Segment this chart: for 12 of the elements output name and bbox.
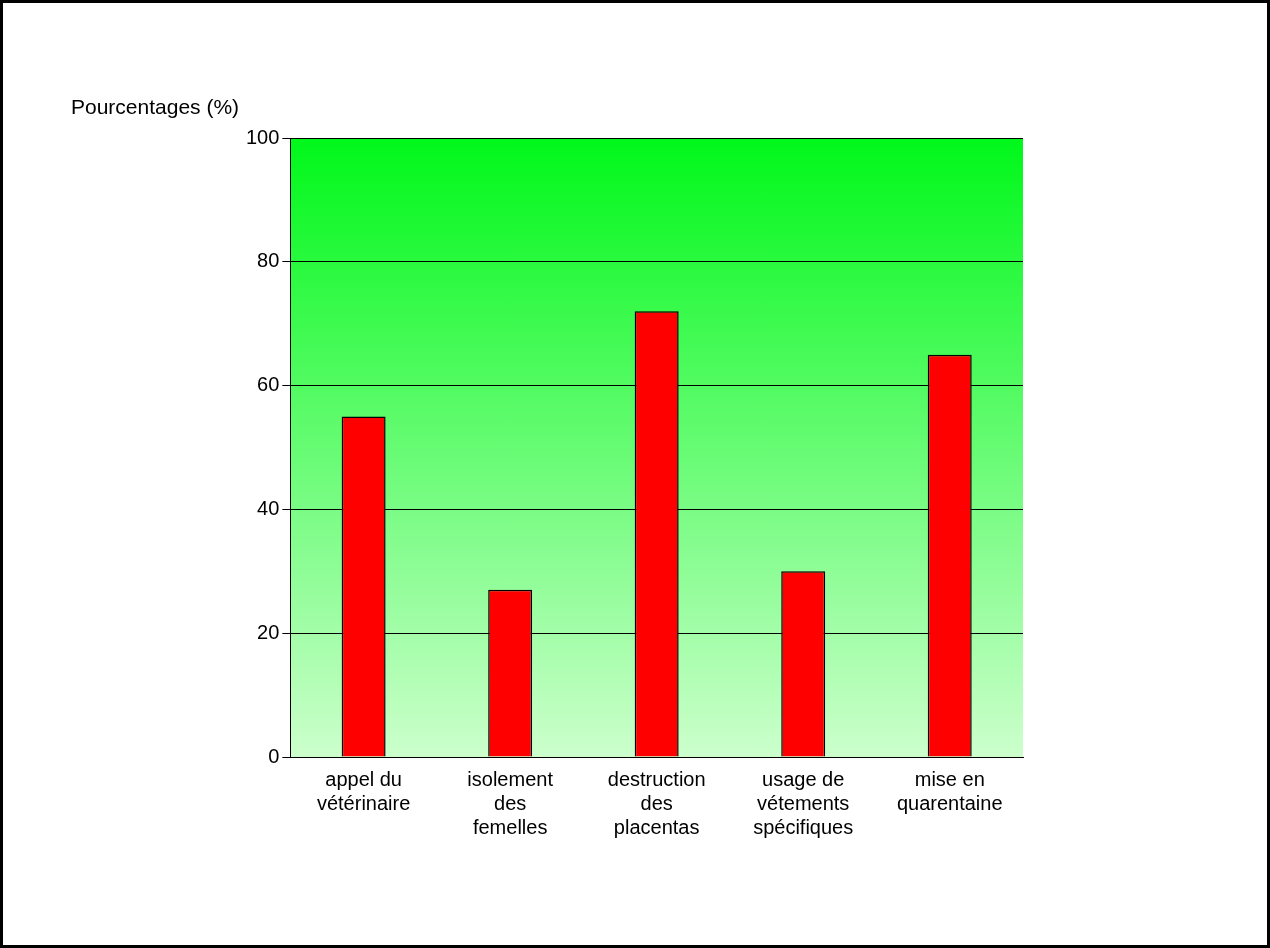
y-tick-label: 40 <box>257 496 280 519</box>
x-tick-label: destruction des placentas <box>607 767 706 838</box>
x-tick-label: mise en quarentaine <box>896 767 1003 814</box>
y-tick-label: 80 <box>257 249 280 272</box>
y-tick-label: 100 <box>245 125 280 148</box>
y-tick-label: 60 <box>257 373 280 396</box>
x-tick-label: usage de vétements spécifiques <box>753 767 854 838</box>
y-tick-label: 0 <box>268 744 280 767</box>
x-tick-label: appel du vétérinaire <box>316 767 411 814</box>
y-tick-label: 20 <box>257 620 280 643</box>
x-tick-label: isolement des femelles <box>467 767 554 838</box>
y-axis-title: Pourcentages (%) <box>71 95 240 119</box>
